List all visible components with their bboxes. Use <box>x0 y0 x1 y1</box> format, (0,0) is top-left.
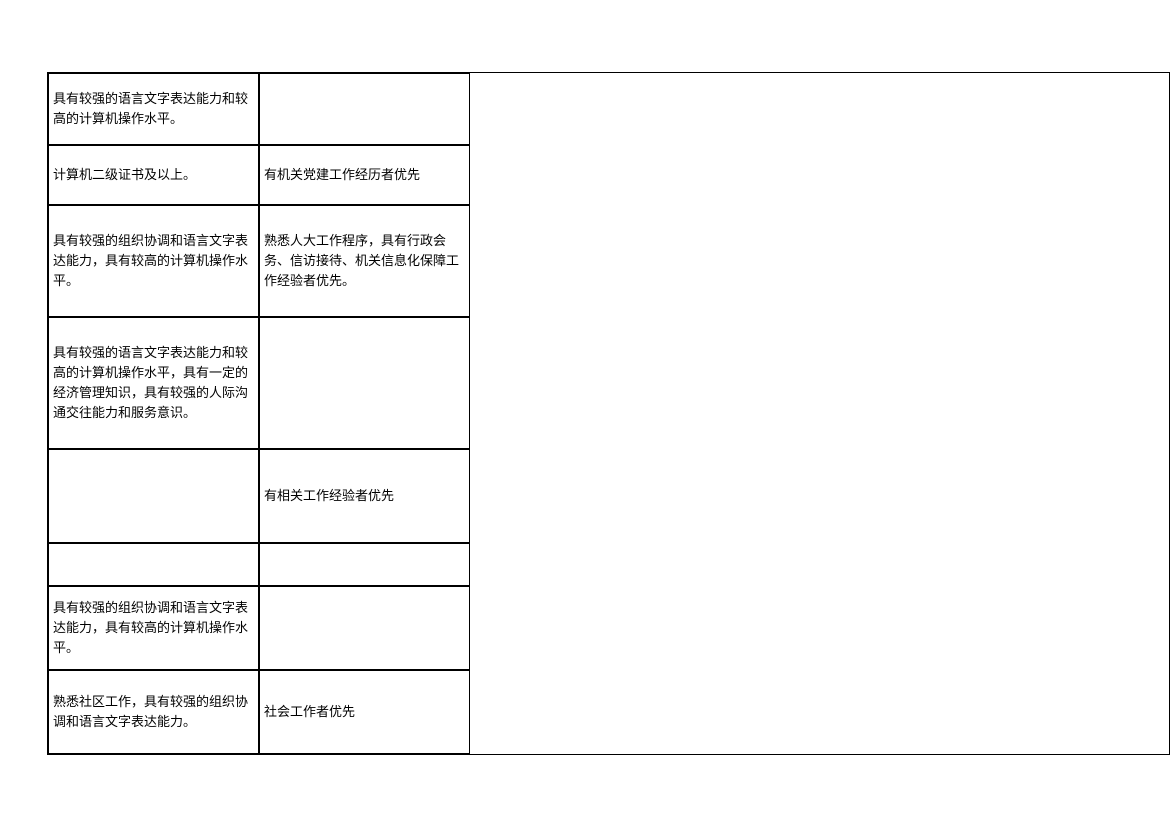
cell-text: 具有较强的组织协调和语言文字表达能力，具有较高的计算机操作水平。 <box>53 598 254 658</box>
cell-note: 有相关工作经验者优先 <box>259 449 470 543</box>
table-row: 计算机二级证书及以上。 有机关党建工作经历者优先 <box>48 145 1169 205</box>
cell-requirement: 具有较强的组织协调和语言文字表达能力，具有较高的计算机操作水平。 <box>48 586 259 670</box>
cell-text: 有相关工作经验者优先 <box>264 486 394 506</box>
cell-text: 有机关党建工作经历者优先 <box>264 165 420 185</box>
table-row: 具有较强的组织协调和语言文字表达能力，具有较高的计算机操作水平。 <box>48 586 1169 670</box>
cell-note: 熟悉人大工作程序，具有行政会务、信访接待、机关信息化保障工作经验者优先。 <box>259 205 470 317</box>
cell-requirement: 具有较强的语言文字表达能力和较高的计算机操作水平。 <box>48 73 259 145</box>
cell-note: 社会工作者优先 <box>259 670 470 754</box>
cell-requirement <box>48 543 259 586</box>
cell-note <box>259 317 470 449</box>
table-row: 具有较强的语言文字表达能力和较高的计算机操作水平，具有一定的经济管理知识，具有较… <box>48 317 1169 449</box>
table-row: 有相关工作经验者优先 <box>48 449 1169 543</box>
cell-requirement: 具有较强的组织协调和语言文字表达能力，具有较高的计算机操作水平。 <box>48 205 259 317</box>
cell-text: 具有较强的语言文字表达能力和较高的计算机操作水平，具有一定的经济管理知识，具有较… <box>53 343 254 424</box>
requirements-table: 具有较强的语言文字表达能力和较高的计算机操作水平。 计算机二级证书及以上。 有机… <box>47 72 1170 755</box>
table-row: 具有较强的语言文字表达能力和较高的计算机操作水平。 <box>48 73 1169 145</box>
cell-note <box>259 73 470 145</box>
table-row: 具有较强的组织协调和语言文字表达能力，具有较高的计算机操作水平。 熟悉人大工作程… <box>48 205 1169 317</box>
cell-note: 有机关党建工作经历者优先 <box>259 145 470 205</box>
cell-text: 熟悉社区工作，具有较强的组织协调和语言文字表达能力。 <box>53 692 254 732</box>
cell-text: 具有较强的组织协调和语言文字表达能力，具有较高的计算机操作水平。 <box>53 231 254 291</box>
cell-text: 具有较强的语言文字表达能力和较高的计算机操作水平。 <box>53 89 254 129</box>
cell-text: 计算机二级证书及以上。 <box>53 165 196 185</box>
cell-note <box>259 543 470 586</box>
cell-requirement: 计算机二级证书及以上。 <box>48 145 259 205</box>
cell-note <box>259 586 470 670</box>
cell-requirement <box>48 449 259 543</box>
table-row <box>48 543 1169 586</box>
cell-text: 社会工作者优先 <box>264 702 355 722</box>
cell-requirement: 具有较强的语言文字表达能力和较高的计算机操作水平，具有一定的经济管理知识，具有较… <box>48 317 259 449</box>
cell-text: 熟悉人大工作程序，具有行政会务、信访接待、机关信息化保障工作经验者优先。 <box>264 231 465 291</box>
table-row: 熟悉社区工作，具有较强的组织协调和语言文字表达能力。 社会工作者优先 <box>48 670 1169 754</box>
cell-requirement: 熟悉社区工作，具有较强的组织协调和语言文字表达能力。 <box>48 670 259 754</box>
